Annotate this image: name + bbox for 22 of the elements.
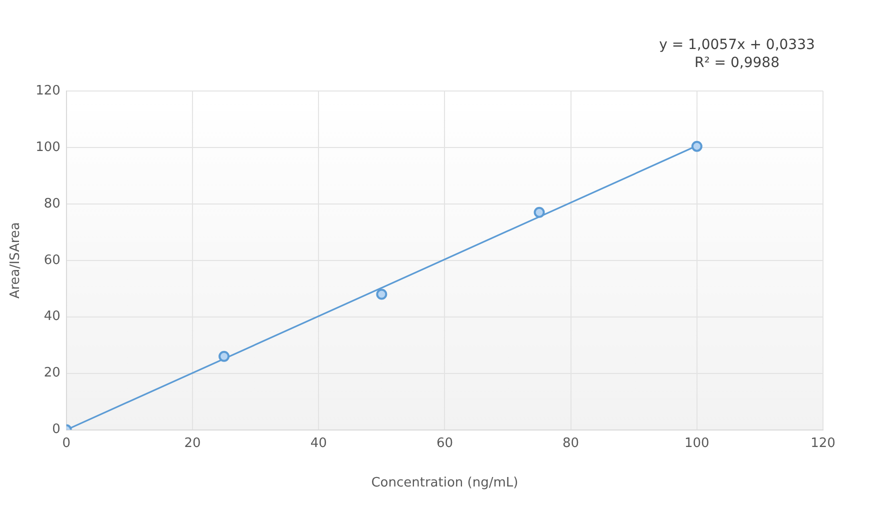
text: y = 1,0057x + 0,0333	[658, 36, 816, 54]
y-tick-label: 60	[44, 252, 60, 268]
y-tick-label: 0	[52, 422, 60, 438]
y-axis-title: Area/ISArea	[8, 222, 24, 299]
y-tick-label: 20	[44, 366, 60, 381]
x-tick-label: 0	[62, 436, 71, 451]
point	[691, 140, 702, 152]
y-tick-label: 100	[36, 140, 60, 155]
y-tick-label: 80	[44, 196, 60, 212]
y-tick-label: 40	[44, 309, 60, 324]
x-tick-label: 120	[810, 436, 836, 451]
point	[218, 350, 230, 362]
text: R² = 0,9988	[694, 54, 780, 72]
point	[376, 288, 388, 300]
x-tick-label: 40	[310, 436, 327, 451]
point	[534, 206, 545, 218]
x-tick-label: 80	[562, 436, 580, 451]
y-tick-label: 120	[36, 83, 60, 98]
x-tick-label: 60	[436, 436, 453, 451]
x-tick-label: 100	[684, 436, 710, 451]
x-tick-label: 20	[184, 436, 201, 451]
x-axis-title: Concentration (ng/mL)	[371, 476, 518, 491]
